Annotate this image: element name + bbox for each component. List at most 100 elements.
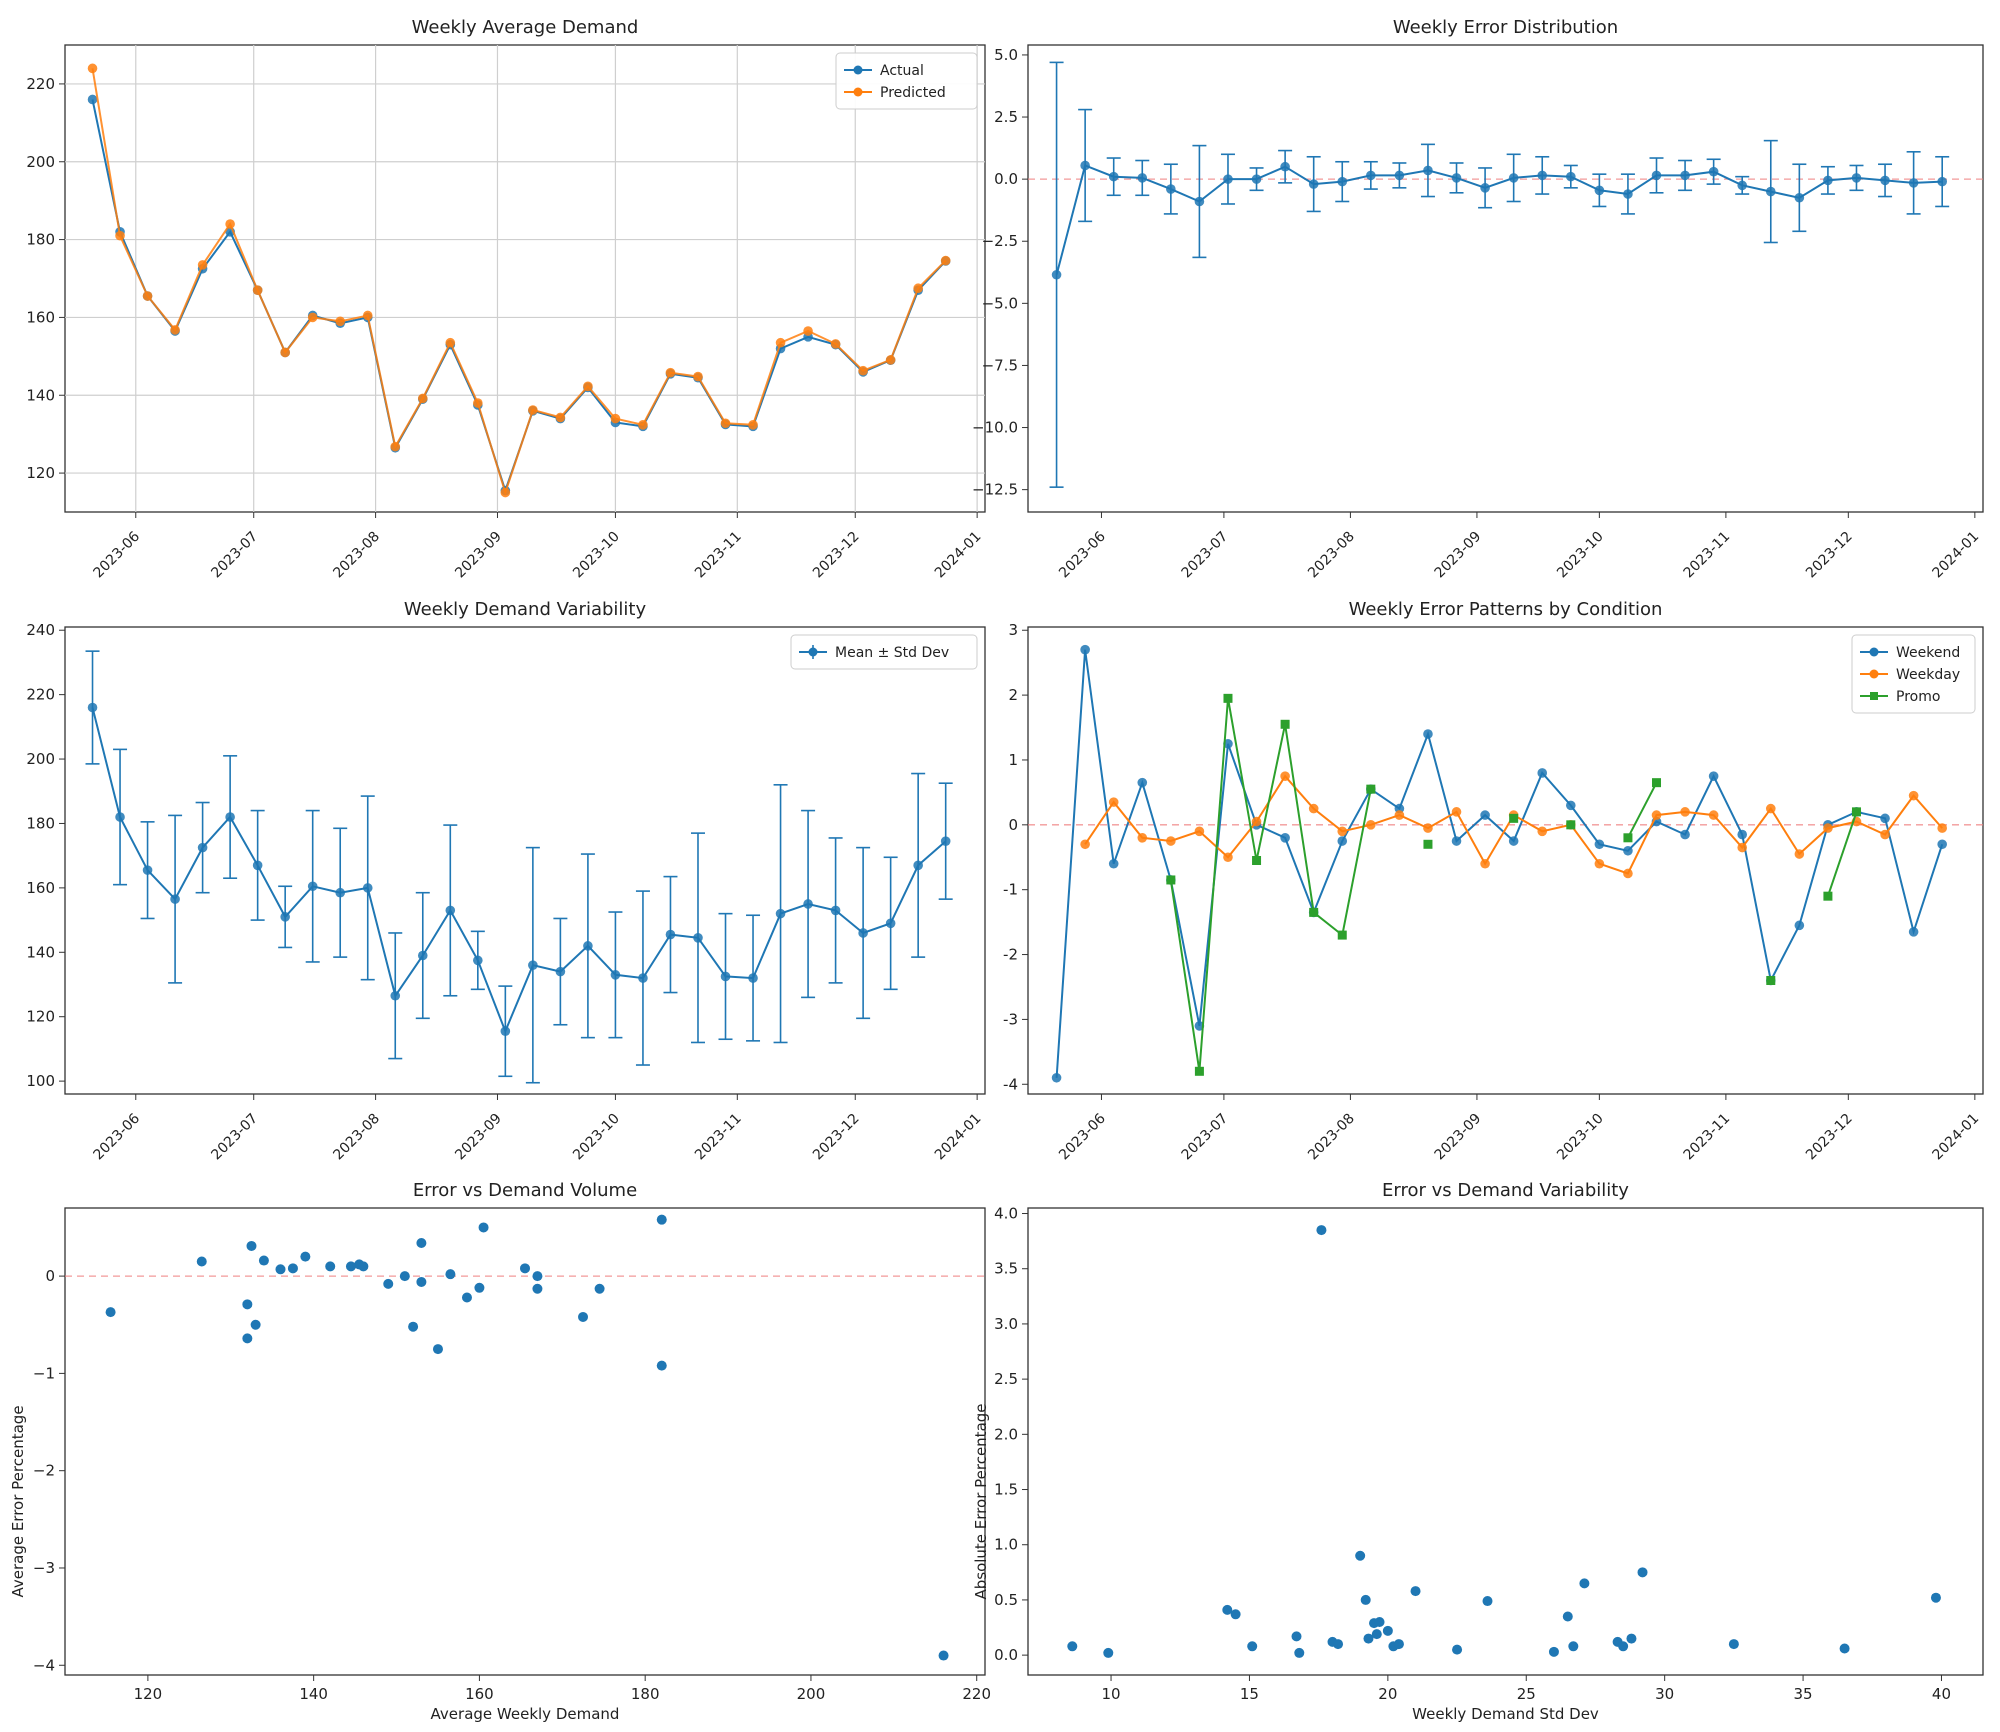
series-line xyxy=(1826,811,1858,897)
y-tick-label: 180 xyxy=(26,231,55,249)
data-point xyxy=(250,1319,261,1330)
x-axis-label: Weekly Demand Std Dev xyxy=(1412,1705,1599,1723)
data-point xyxy=(938,1650,949,1661)
data-point xyxy=(1794,849,1805,859)
plot-frame xyxy=(64,44,986,513)
data-point xyxy=(656,1360,667,1371)
data-point xyxy=(390,441,401,452)
x-tick-label: 160 xyxy=(465,1685,494,1703)
data-point xyxy=(1766,975,1776,985)
data-point xyxy=(1937,176,1947,187)
data-point xyxy=(258,1255,269,1266)
data-point xyxy=(610,970,621,980)
data-point xyxy=(1480,183,1490,193)
x-tick-label: 220 xyxy=(962,1685,991,1703)
x-tick-label: 10 xyxy=(1101,1685,1120,1703)
data-point xyxy=(1708,166,1719,177)
data-point xyxy=(1562,1611,1573,1622)
data-point xyxy=(665,929,676,940)
data-point xyxy=(1765,803,1776,814)
data-point xyxy=(1451,807,1462,817)
legend-swatch-marker xyxy=(853,65,863,75)
data-point xyxy=(1166,184,1176,194)
data-point xyxy=(500,1026,511,1036)
data-point xyxy=(478,1222,489,1233)
data-point xyxy=(1823,175,1833,186)
y-tick-label: 2.5 xyxy=(994,108,1018,126)
data-point xyxy=(775,908,786,919)
data-point xyxy=(287,1263,298,1274)
x-tick-label: 25 xyxy=(1517,1685,1536,1703)
data-point xyxy=(445,1269,456,1280)
data-point xyxy=(358,1261,369,1272)
data-point xyxy=(1537,170,1548,181)
data-point xyxy=(578,1311,589,1322)
legend-box xyxy=(835,52,978,110)
x-tick-label: 140 xyxy=(299,1685,328,1703)
data-point xyxy=(1337,930,1347,940)
data-point xyxy=(748,973,758,983)
data-point xyxy=(1080,160,1090,171)
y-tick-label: 3.0 xyxy=(994,1315,1018,1333)
data-point xyxy=(1374,1617,1385,1628)
series-line xyxy=(91,707,947,1034)
x-tick-label: 2023-08 xyxy=(330,529,383,582)
data-point xyxy=(275,1264,286,1275)
y-tick-label: −2 xyxy=(33,1462,55,1480)
chart-panel-3: Weekly Demand Variability 2023-06 2023-07 2… xyxy=(26,599,986,1164)
data-point xyxy=(1451,836,1462,846)
y-tick-label: 1 xyxy=(1008,751,1018,769)
x-tick-label: 2023-11 xyxy=(692,529,745,582)
x-tick-label: 2023-11 xyxy=(692,1111,745,1164)
legend-swatch-marker xyxy=(853,87,863,97)
data-point xyxy=(610,413,621,424)
data-point xyxy=(383,1278,394,1289)
data-point xyxy=(1308,803,1319,814)
data-point xyxy=(1410,1586,1421,1597)
series-predicted xyxy=(87,63,951,498)
data-point xyxy=(1908,790,1919,801)
y-tick-label: 3 xyxy=(1008,621,1018,639)
legend-label: Weekend xyxy=(1896,645,1960,661)
legend-swatch-marker xyxy=(1869,647,1879,657)
x-tick-label: 180 xyxy=(631,1685,660,1703)
data-point xyxy=(1937,839,1947,850)
data-point xyxy=(432,1344,443,1355)
y-tick-label: 140 xyxy=(26,943,55,961)
y-tick-label: 1.5 xyxy=(994,1481,1018,1499)
x-tick-label: 2024-01 xyxy=(932,1111,985,1164)
y-tick-label: 0.0 xyxy=(994,170,1018,188)
data-point xyxy=(87,63,98,74)
y-tick-label: −7.5 xyxy=(982,356,1018,374)
legend-swatch-marker xyxy=(1869,669,1879,679)
data-point xyxy=(1363,1633,1374,1644)
y-axis-label: Average Error Percentage xyxy=(9,1405,27,1597)
x-tick-label: 30 xyxy=(1655,1685,1674,1703)
data-point xyxy=(474,1282,485,1293)
data-point xyxy=(693,371,703,382)
y-tick-label: 240 xyxy=(26,621,55,639)
data-point xyxy=(1280,161,1290,172)
data-point xyxy=(1366,784,1376,794)
data-point xyxy=(1823,891,1833,901)
data-point xyxy=(416,1276,427,1287)
data-point xyxy=(225,812,235,822)
x-tick-label: 2023-10 xyxy=(1554,529,1607,582)
data-point xyxy=(1637,1567,1648,1578)
plot-frame xyxy=(1027,44,1984,513)
data-point xyxy=(1908,178,1919,188)
data-point xyxy=(1930,1592,1941,1603)
data-point xyxy=(170,894,180,904)
data-point xyxy=(1508,173,1519,183)
data-point xyxy=(1294,1647,1305,1658)
data-point xyxy=(1333,1639,1344,1650)
x-tick-label: 2023-11 xyxy=(1681,1111,1734,1164)
x-tick-label: 15 xyxy=(1240,1685,1259,1703)
data-point xyxy=(1394,810,1405,820)
data-point xyxy=(1626,1633,1637,1644)
data-point xyxy=(638,420,648,430)
data-point xyxy=(1508,836,1519,846)
data-point xyxy=(242,1299,253,1310)
data-point xyxy=(473,398,483,408)
